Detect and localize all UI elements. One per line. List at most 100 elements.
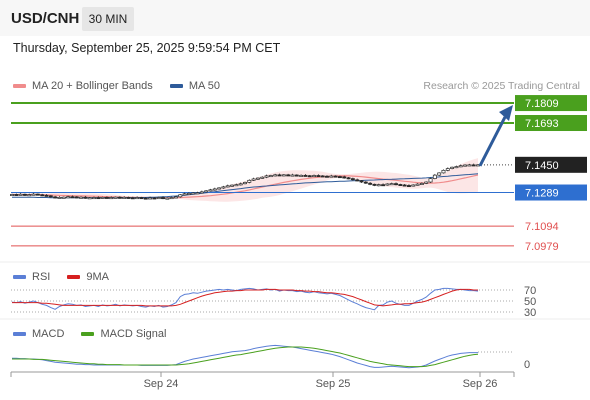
candle-body	[385, 183, 390, 186]
legend-ma20-bollinger: MA 20 + Bollinger Bands	[13, 80, 153, 92]
candle-body	[148, 197, 153, 200]
rsi-level-label: 50	[524, 296, 536, 308]
candle-body	[255, 177, 260, 180]
candle-body	[182, 193, 187, 196]
candle-body	[109, 197, 114, 200]
target-level-tag	[515, 115, 587, 132]
candle-body	[44, 194, 49, 197]
candle-body	[273, 174, 278, 177]
candle-body	[79, 196, 83, 199]
rsi-line	[11, 287, 479, 311]
candle-body	[454, 166, 459, 169]
candle-body	[359, 180, 364, 183]
candle-body	[117, 196, 122, 199]
legend-macd-signal: MACD Signal	[81, 328, 166, 340]
pivot-level-tag	[515, 184, 587, 201]
candle-body	[316, 175, 321, 178]
legend-rsi-9ma: 9MA	[67, 271, 109, 283]
candle-body	[424, 181, 429, 184]
candle-body	[268, 175, 273, 178]
timeframe-button[interactable]: 30 MIN	[82, 7, 134, 31]
rsi-level-label: 70	[524, 285, 536, 297]
candle-body	[217, 187, 222, 190]
candle-body	[467, 164, 472, 167]
candle-body	[381, 184, 386, 187]
candle-body	[415, 183, 420, 186]
candle-body	[247, 179, 252, 183]
legend-label: RSI	[32, 271, 51, 283]
candle-body	[411, 184, 416, 187]
time-axis-label: Sep 26	[463, 378, 498, 390]
candle-body	[325, 175, 329, 178]
candle-body	[333, 175, 338, 178]
candle-body	[104, 196, 109, 199]
candle-body	[329, 175, 334, 178]
candle-body	[230, 184, 235, 187]
candle-body	[208, 189, 213, 192]
legend-swatch	[13, 275, 26, 280]
candle-body	[264, 175, 269, 178]
bollinger-band	[12, 158, 478, 202]
candle-body	[432, 174, 437, 179]
legend-swatch	[13, 84, 26, 89]
candle-body	[225, 185, 230, 188]
ma20-line	[11, 174, 479, 199]
candle-body	[290, 174, 295, 177]
forecast-arrow-shaft	[478, 116, 507, 167]
candle-body	[355, 179, 360, 182]
candle-body	[243, 182, 247, 185]
legend-label: MACD	[32, 328, 65, 340]
candle-body	[458, 165, 463, 168]
target-level-label: 7.1693	[525, 118, 559, 130]
legend-swatch	[81, 332, 95, 337]
candle-body	[178, 194, 183, 198]
target-level-label: 7.1809	[525, 98, 559, 110]
candle-body	[394, 183, 398, 186]
macd-signal-line	[12, 346, 479, 368]
legend-rsi: RSI	[13, 271, 50, 283]
candle-body	[191, 192, 196, 195]
candle-body	[450, 166, 455, 169]
legend-label: MACD Signal	[100, 328, 167, 340]
candle-body	[169, 197, 174, 200]
rsi-level-label: 30	[524, 307, 536, 319]
time-axis-label: Sep 24	[144, 378, 179, 390]
candle-body	[398, 184, 403, 186]
candle-body	[363, 181, 368, 184]
candle-body	[342, 176, 347, 179]
currency-pair-title: USD/CNH	[11, 10, 80, 27]
legend-label: MA 20 + Bollinger Bands	[32, 80, 153, 92]
candle-body	[372, 183, 377, 186]
candle-body	[96, 197, 101, 200]
candle-body	[376, 184, 381, 187]
macd-zero-label: 0	[524, 359, 530, 371]
candle-body	[165, 197, 170, 200]
candle-body	[204, 190, 209, 193]
support-level-label: 7.0979	[525, 241, 559, 253]
candle-body	[286, 174, 291, 177]
candle-body	[199, 191, 204, 194]
candle-body	[139, 197, 144, 200]
candle-body	[463, 164, 468, 167]
candle-body	[27, 194, 32, 197]
candle-body	[186, 193, 191, 195]
legend-label: MA 50	[188, 80, 221, 92]
candle-body	[100, 196, 105, 199]
candle-body	[312, 175, 316, 178]
candle-body	[130, 197, 135, 200]
candle-body	[260, 176, 265, 179]
candle-body	[251, 178, 256, 181]
candle-body	[92, 197, 96, 200]
candle-body	[87, 197, 92, 200]
legend-swatch	[67, 275, 81, 280]
candle-body	[122, 196, 127, 199]
candle-body	[234, 184, 239, 187]
pivot-level-label: 7.1289	[525, 188, 559, 200]
candle-body	[113, 196, 118, 199]
chart-datetime: Thursday, September 25, 2025 9:59:54 PM …	[13, 41, 281, 55]
candle-body	[66, 196, 71, 199]
candle-body	[70, 196, 75, 199]
research-credit: Research © 2025 Trading Central	[423, 80, 580, 92]
candle-body	[35, 193, 40, 196]
